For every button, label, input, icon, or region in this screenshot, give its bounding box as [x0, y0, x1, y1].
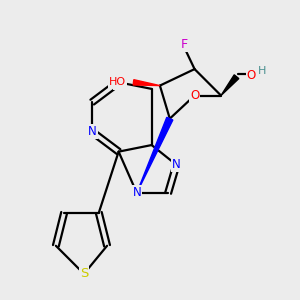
- Text: S: S: [80, 267, 88, 280]
- Polygon shape: [137, 117, 173, 193]
- Text: O: O: [190, 89, 199, 102]
- Text: F: F: [181, 38, 188, 51]
- Text: N: N: [172, 158, 181, 171]
- Text: N: N: [88, 125, 97, 138]
- Text: N: N: [132, 186, 141, 200]
- Text: N: N: [114, 76, 123, 89]
- Text: HO: HO: [109, 77, 126, 87]
- Text: O: O: [247, 69, 256, 82]
- Text: H: H: [258, 66, 266, 76]
- Polygon shape: [221, 75, 239, 95]
- Polygon shape: [133, 80, 160, 86]
